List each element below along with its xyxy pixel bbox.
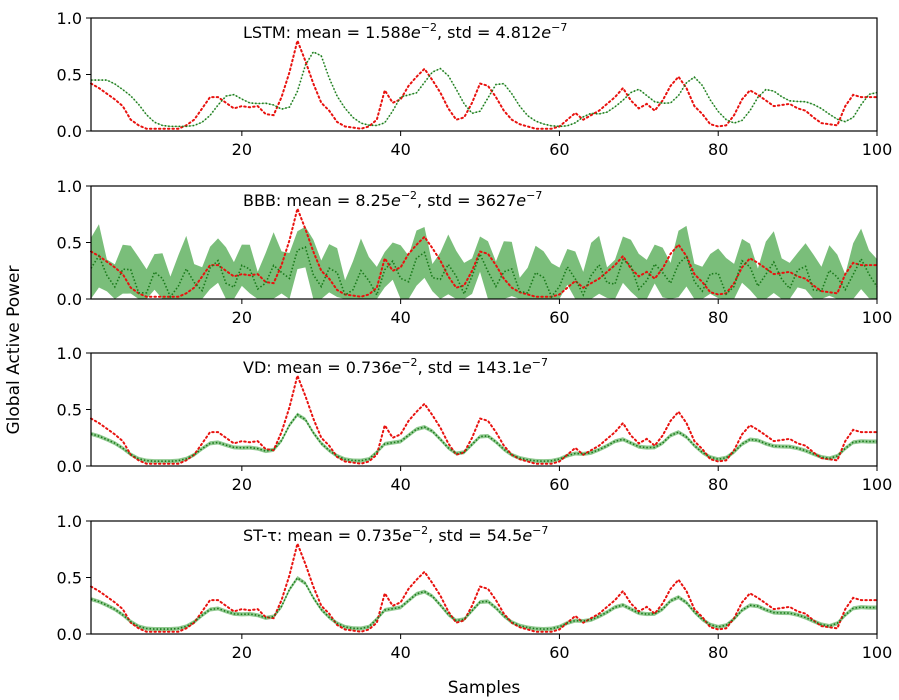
x-tick-label: 60 (549, 140, 569, 159)
prediction-line (90, 413, 877, 463)
stats-annotation: ST-τ: mean = 0.735e−2, std = 54.5e−7 (243, 524, 548, 545)
x-tick-label: 60 (549, 475, 569, 494)
subplot-1: 0.0 0.5 1.0 20 40 60 80 100 LSTM: mean = 1.588e−… (57, 9, 893, 159)
y-tick-label: 0.5 (57, 66, 82, 85)
subplot-2: 0.0 0.5 1.0 20 40 60 80 100 BBB: mean = 8.25e−2,… (57, 177, 893, 327)
uncertainty-band (91, 575, 877, 632)
x-tick-label: 100 (862, 643, 893, 662)
subplot-3: 0.0 0.5 1.0 20 40 60 80 100 VD: mean = 0.736e−2,… (57, 344, 893, 494)
x-tick-label: 80 (708, 140, 728, 159)
uncertainty-band (91, 51, 877, 127)
x-tick-label: 40 (390, 140, 410, 159)
subplot-stack: 0.0 0.5 1.0 20 40 60 80 100 LSTM: mean = 1.588e−… (57, 9, 893, 662)
x-tick-label: 20 (232, 475, 252, 494)
y-tick-label: 0.0 (57, 122, 82, 141)
x-tick-label: 60 (549, 308, 569, 327)
prediction-line (91, 50, 878, 128)
y-tick-label: 1.0 (57, 512, 82, 531)
y-tick-label: 0.5 (57, 234, 82, 253)
x-axis-label: Samples (448, 678, 521, 698)
x-tick-label: 40 (390, 475, 410, 494)
x-tick-label: 60 (549, 643, 569, 662)
ground-truth-line (90, 540, 878, 633)
x-tick-label: 80 (708, 643, 728, 662)
x-tick-label: 100 (862, 475, 893, 494)
y-tick-label: 0.0 (57, 290, 82, 309)
ground-truth-line (90, 372, 878, 465)
stats-annotation: BBB: mean = 8.25e−2, std = 3627e−7 (243, 189, 542, 210)
x-tick-label: 100 (862, 140, 893, 159)
y-tick-label: 0.0 (57, 457, 82, 476)
stats-annotation: LSTM: mean = 1.588e−2, std = 4.812e−7 (243, 21, 567, 42)
x-tick-label: 40 (390, 308, 410, 327)
x-tick-label: 20 (232, 643, 252, 662)
ground-truth-line (90, 37, 878, 130)
subplot-4: 0.0 0.5 1.0 20 40 60 80 100 ST-τ: mean = 0.735e−… (57, 512, 893, 662)
x-tick-label: 20 (232, 308, 252, 327)
y-axis-label: Global Active Power (4, 265, 24, 434)
x-tick-label: 100 (862, 308, 893, 327)
x-tick-label: 80 (708, 475, 728, 494)
y-tick-label: 1.0 (57, 9, 82, 28)
uncertainty-band (91, 412, 877, 464)
y-tick-label: 0.0 (57, 625, 82, 644)
stats-annotation: VD: mean = 0.736e−2, std = 143.1e−7 (243, 356, 548, 377)
x-tick-label: 80 (708, 308, 728, 327)
x-tick-label: 40 (390, 643, 410, 662)
x-tick-label: 20 (232, 140, 252, 159)
y-tick-label: 0.5 (57, 569, 82, 588)
y-tick-label: 1.0 (57, 177, 82, 196)
y-tick-label: 1.0 (57, 344, 82, 363)
y-tick-label: 0.5 (57, 401, 82, 420)
